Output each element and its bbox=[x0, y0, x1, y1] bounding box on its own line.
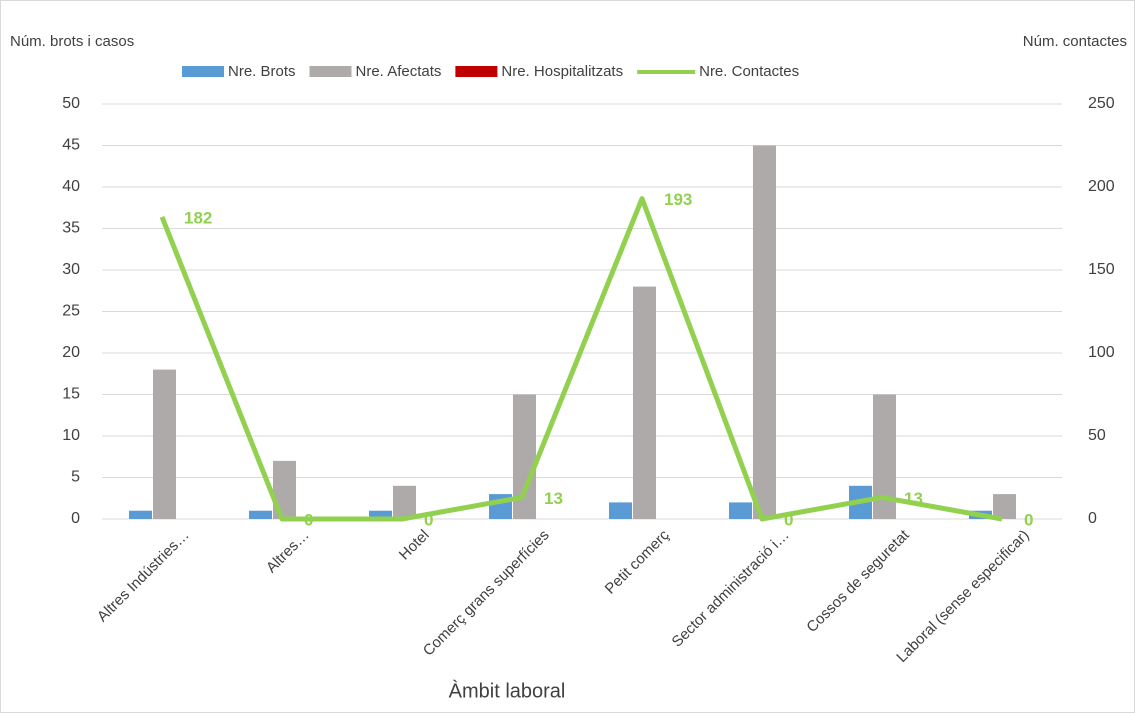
y2-tick-label: 100 bbox=[1088, 344, 1115, 361]
data-label: 13 bbox=[904, 489, 923, 508]
y-tick-label: 30 bbox=[62, 261, 80, 278]
y2-tick-label: 250 bbox=[1088, 95, 1115, 112]
legend-swatch bbox=[182, 66, 224, 77]
bar bbox=[729, 502, 752, 519]
y-tick-label: 45 bbox=[62, 137, 80, 154]
legend-label: Nre. Afectats bbox=[356, 63, 442, 80]
line bbox=[159, 196, 1003, 522]
data-label: 0 bbox=[424, 510, 433, 529]
data-label: 13 bbox=[544, 489, 563, 508]
bar bbox=[633, 286, 656, 519]
y2-tick-label: 150 bbox=[1088, 261, 1115, 278]
legend-label: Nre. Brots bbox=[228, 63, 296, 80]
data-label: 193 bbox=[664, 190, 692, 209]
y-tick-label: 35 bbox=[62, 220, 80, 237]
y2-tick-label: 200 bbox=[1088, 178, 1115, 195]
legend-label: Nre. Hospitalitzats bbox=[501, 63, 623, 80]
y-tick-label: 25 bbox=[62, 303, 80, 320]
bar bbox=[753, 145, 776, 519]
legend-label: Nre. Contactes bbox=[699, 63, 799, 80]
bar bbox=[393, 485, 416, 519]
data-label: 0 bbox=[304, 510, 313, 529]
data-label: 182 bbox=[184, 208, 212, 227]
y-tick-label: 5 bbox=[71, 469, 80, 486]
bar bbox=[129, 510, 152, 519]
bar bbox=[249, 510, 272, 519]
bar bbox=[609, 502, 632, 519]
bar bbox=[369, 510, 392, 519]
bar bbox=[513, 394, 536, 519]
y-tick-label: 10 bbox=[62, 427, 80, 444]
y-tick-label: 15 bbox=[62, 386, 80, 403]
legend-swatch bbox=[309, 66, 352, 77]
y2-tick-label: 50 bbox=[1088, 427, 1106, 444]
y-tick-label: 20 bbox=[62, 344, 80, 361]
y-tick-label: 40 bbox=[62, 178, 80, 195]
y-tick-label: 0 bbox=[71, 510, 80, 527]
y-axis-title: Núm. brots i casos bbox=[10, 33, 134, 50]
data-label: 0 bbox=[1024, 510, 1033, 529]
x-axis-title: Àmbit laboral bbox=[449, 679, 566, 702]
legend-swatch bbox=[455, 66, 498, 77]
y2-tick-label: 0 bbox=[1088, 510, 1097, 527]
y-tick-label: 50 bbox=[62, 95, 80, 112]
bar bbox=[993, 494, 1016, 519]
data-label: 0 bbox=[784, 510, 793, 529]
bar bbox=[873, 394, 896, 519]
y2-axis-title: Núm. contactes bbox=[1023, 33, 1127, 50]
bar bbox=[153, 369, 176, 519]
